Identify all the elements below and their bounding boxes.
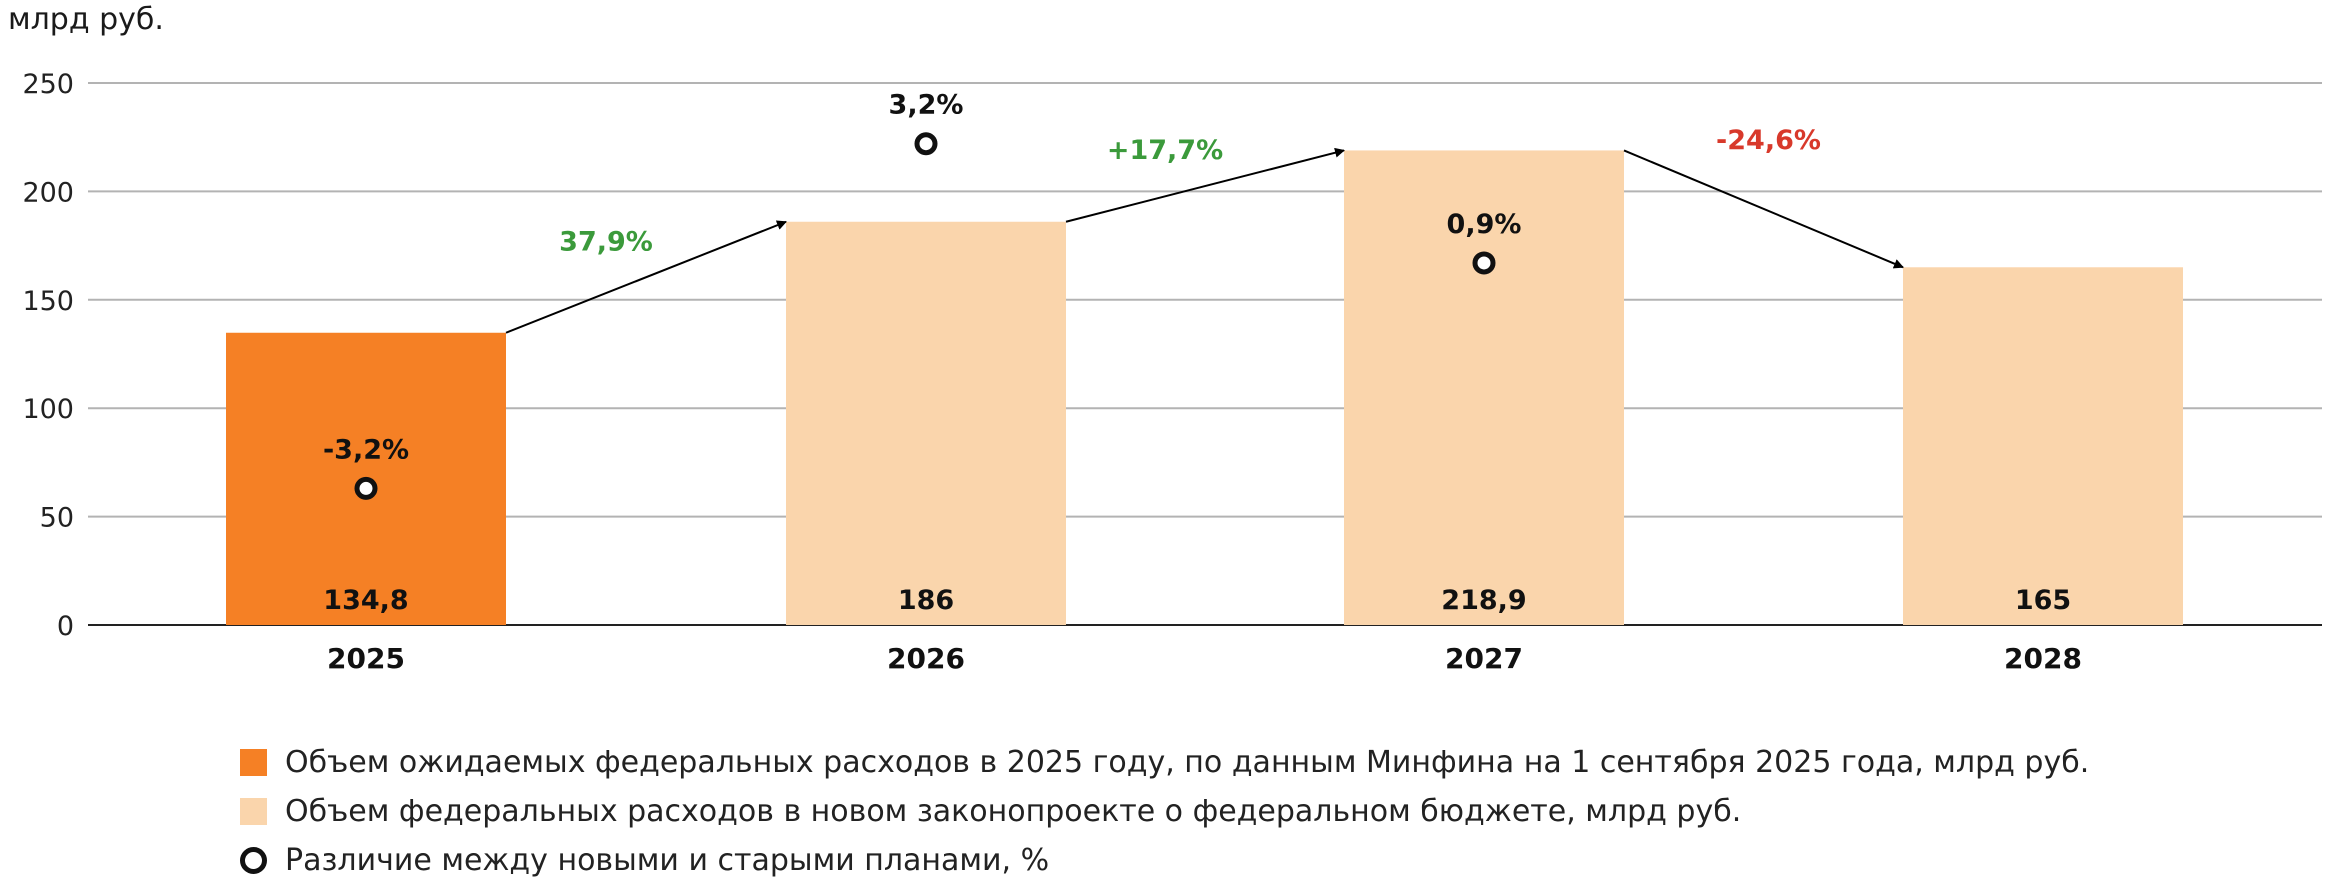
legend-label-difference: Различие между новыми и старыми планами,… <box>285 843 1050 878</box>
chart: 0 50 100 150 200 250 134,8 186 218,9 165 2025 2026 2… <box>22 69 2322 675</box>
bar-2027 <box>1344 150 1624 625</box>
legend-item-difference: Различие между новыми и старыми планами,… <box>240 836 2089 885</box>
change-arrow-2027-2028 <box>1623 149 1904 269</box>
change-arrow-2026-2027 <box>1065 147 1345 223</box>
x-tick-label-2027: 2027 <box>1445 642 1523 675</box>
x-tick-label-2028: 2028 <box>2004 642 2082 675</box>
legend-swatch-expected <box>240 749 267 776</box>
legend-item-new-bill: Объем федеральных расходов в новом закон… <box>240 787 2089 836</box>
change-label-2025-2026: 37,9% <box>559 226 653 257</box>
change-label-2027-2028: -24,6% <box>1716 125 1821 156</box>
bar-value-label-2026: 186 <box>898 585 954 616</box>
difference-markers <box>354 132 1496 500</box>
difference-marker-2026 <box>914 132 938 156</box>
legend-label-new-bill: Объем федеральных расходов в новом закон… <box>285 794 1742 829</box>
legend-swatch-new-bill <box>240 798 267 825</box>
x-tick-label-2025: 2025 <box>327 642 405 675</box>
bar-2026 <box>786 221 1066 625</box>
legend-label-expected: Объем ожидаемых федеральных расходов в 2… <box>285 745 2090 780</box>
bar-value-label-2027: 218,9 <box>1441 585 1526 616</box>
unit-label: млрд руб. <box>8 2 164 37</box>
difference-label-2025: -3,2% <box>323 434 409 465</box>
chart-labels: 0 50 100 150 200 250 134,8 186 218,9 165 2025 2026 2… <box>22 69 2082 675</box>
y-tick-label-250: 250 <box>22 69 74 100</box>
bar-value-label-2025: 134,8 <box>323 585 408 616</box>
difference-marker-2025 <box>354 476 378 500</box>
bars <box>226 150 2183 625</box>
difference-label-2026: 3,2% <box>889 90 964 121</box>
y-tick-label-0: 0 <box>57 611 74 642</box>
difference-label-2027: 0,9% <box>1447 209 1522 240</box>
bar-value-label-2028: 165 <box>2015 585 2071 616</box>
change-arrows <box>505 147 1904 334</box>
legend: Объем ожидаемых федеральных расходов в 2… <box>240 738 2089 885</box>
difference-marker-2027 <box>1472 251 1496 275</box>
y-tick-label-200: 200 <box>22 177 74 208</box>
x-tick-label-2026: 2026 <box>887 642 965 675</box>
bar-2028 <box>1903 267 2183 625</box>
y-tick-label-50: 50 <box>40 503 74 534</box>
legend-ring-marker <box>240 847 267 874</box>
change-label-2026-2027: +17,7% <box>1107 135 1223 166</box>
y-tick-label-150: 150 <box>22 286 74 317</box>
legend-item-expected: Объем ожидаемых федеральных расходов в 2… <box>240 738 2089 787</box>
change-arrow-2025-2026 <box>505 220 787 334</box>
y-tick-label-100: 100 <box>22 394 74 425</box>
